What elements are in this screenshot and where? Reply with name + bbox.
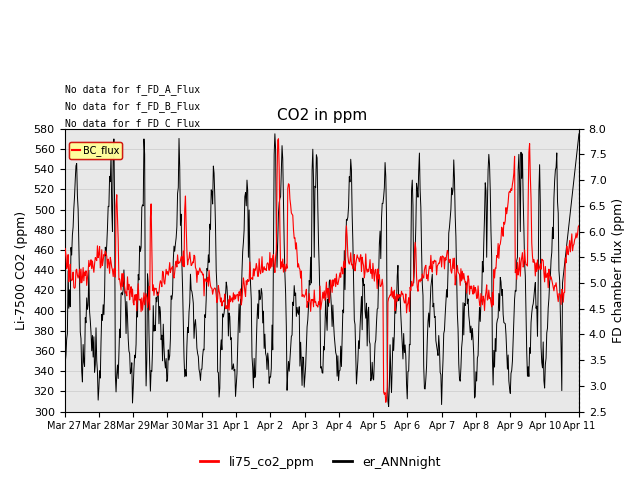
Title: CO2 in ppm: CO2 in ppm bbox=[276, 108, 367, 123]
Y-axis label: Li-7500 CO2 (ppm): Li-7500 CO2 (ppm) bbox=[15, 211, 28, 330]
Text: No data for f_FD_A_Flux: No data for f_FD_A_Flux bbox=[65, 84, 200, 95]
Legend: li75_co2_ppm, er_ANNnight: li75_co2_ppm, er_ANNnight bbox=[195, 451, 445, 474]
Legend: BC_flux: BC_flux bbox=[69, 142, 122, 159]
Text: No data for f_FD_B_Flux: No data for f_FD_B_Flux bbox=[65, 101, 200, 112]
Y-axis label: FD chamber flux (ppm): FD chamber flux (ppm) bbox=[612, 198, 625, 343]
Text: No data for f_FD_C_Flux: No data for f_FD_C_Flux bbox=[65, 118, 200, 129]
